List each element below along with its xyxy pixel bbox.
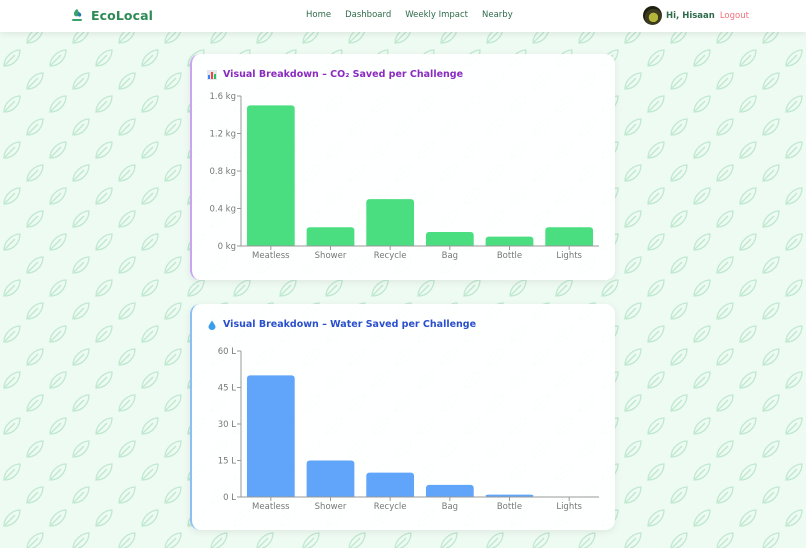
co2-card-title: Visual Breakdown – CO₂ Saved per Challen… bbox=[207, 69, 463, 80]
bar-lights[interactable] bbox=[545, 227, 594, 246]
y-tick-label: 0.4 kg bbox=[209, 205, 236, 215]
bar-bag[interactable] bbox=[425, 231, 474, 246]
bar-recycle[interactable] bbox=[366, 199, 415, 246]
nav-links: Home Dashboard Weekly Impact Nearby bbox=[306, 10, 513, 20]
bar-shower[interactable] bbox=[306, 227, 355, 246]
nav-link-dashboard[interactable]: Dashboard bbox=[345, 10, 392, 20]
co2-card-title-text: Visual Breakdown – CO₂ Saved per Challen… bbox=[223, 69, 464, 80]
water-bar-chart: 0 L 15 L 30 L 45 L 60 L Meatless Shower Recycle… bbox=[218, 347, 599, 512]
y-tick-label: 15 L bbox=[218, 457, 237, 467]
bar-chart-icon bbox=[207, 69, 217, 80]
bar-meatless[interactable] bbox=[246, 375, 295, 497]
y-tick-label: 45 L bbox=[218, 384, 237, 394]
ecolocal-logo-icon bbox=[72, 9, 82, 21]
co2-bar-chart: 0 kg 0.4 kg 0.8 kg 1.2 kg 1.6 kg Meatless Show… bbox=[209, 92, 599, 261]
brand[interactable]: EcoLocal bbox=[69, 7, 153, 23]
nav-link-home[interactable]: Home bbox=[306, 10, 332, 20]
y-tick-label: 0 kg bbox=[218, 242, 236, 252]
user-area: Hi, Hisaan Logout bbox=[643, 6, 749, 25]
x-tick-label: Bag bbox=[442, 502, 458, 512]
avatar[interactable] bbox=[643, 6, 662, 25]
x-tick-label: Shower bbox=[315, 502, 347, 512]
brand-name: EcoLocal bbox=[91, 7, 154, 23]
water-card-title: Visual Breakdown – Water Saved per Chall… bbox=[207, 319, 476, 330]
x-tick-label: Recycle bbox=[374, 502, 407, 512]
y-tick-label: 30 L bbox=[218, 420, 237, 430]
co2-chart-card: Visual Breakdown – CO₂ Saved per Challen… bbox=[190, 54, 615, 280]
x-tick-label: Bottle bbox=[497, 502, 522, 512]
water-chart-card: Visual Breakdown – Water Saved per Chall… bbox=[190, 304, 615, 530]
y-tick-label: 1.2 kg bbox=[209, 130, 236, 140]
x-tick-label: Meatless bbox=[252, 502, 290, 512]
y-tick-label: 0.8 kg bbox=[209, 167, 236, 177]
droplet-icon bbox=[208, 320, 216, 330]
bar-meatless[interactable] bbox=[246, 105, 295, 246]
logout-link[interactable]: Logout bbox=[719, 10, 749, 21]
navbar: EcoLocal Home Dashboard Weekly Impact Ne… bbox=[0, 0, 806, 32]
x-tick-label: Bottle bbox=[497, 251, 522, 261]
x-tick-label: Lights bbox=[556, 502, 582, 512]
user-greeting: Hi, Hisaan bbox=[666, 10, 715, 21]
water-card-title-text: Visual Breakdown – Water Saved per Chall… bbox=[223, 319, 477, 330]
x-tick-label: Lights bbox=[556, 251, 582, 261]
y-tick-label: 0 L bbox=[223, 493, 236, 503]
bar-bag[interactable] bbox=[425, 484, 474, 497]
x-tick-label: Bag bbox=[442, 251, 458, 261]
bar-recycle[interactable] bbox=[366, 472, 415, 497]
y-tick-label: 1.6 kg bbox=[209, 92, 236, 102]
bar-bottle[interactable] bbox=[485, 494, 534, 497]
nav-link-nearby[interactable]: Nearby bbox=[482, 10, 513, 20]
x-tick-label: Shower bbox=[315, 251, 347, 261]
y-tick-label: 60 L bbox=[218, 347, 237, 357]
nav-link-weekly-impact[interactable]: Weekly Impact bbox=[405, 10, 469, 20]
x-tick-label: Meatless bbox=[252, 251, 290, 261]
x-tick-label: Recycle bbox=[374, 251, 407, 261]
bar-shower[interactable] bbox=[306, 460, 355, 498]
